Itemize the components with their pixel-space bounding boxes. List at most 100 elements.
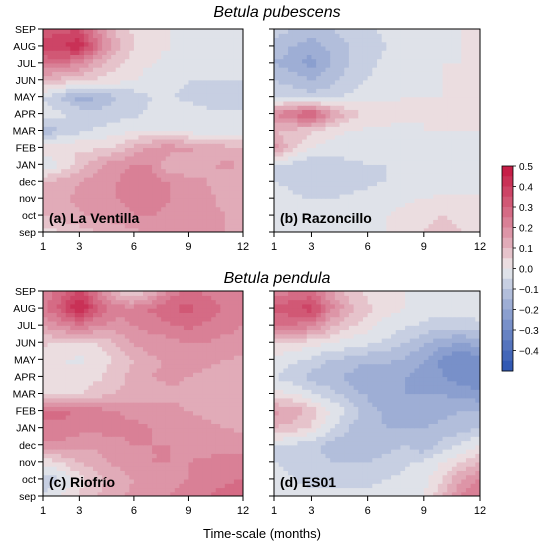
heatmap-cell xyxy=(414,210,420,216)
heatmap-cell xyxy=(74,440,80,446)
heatmap-cell xyxy=(238,41,243,47)
heatmap-cell xyxy=(442,50,448,55)
heatmap-cell xyxy=(179,483,185,489)
heatmap-cell xyxy=(161,126,167,132)
heatmap-cell xyxy=(465,185,472,191)
heatmap-cell xyxy=(102,29,108,34)
heatmap-cell xyxy=(334,117,341,123)
heatmap-cell xyxy=(211,130,217,136)
heatmap-cell xyxy=(220,96,226,102)
heatmap-cell xyxy=(197,227,203,232)
heatmap-cell xyxy=(102,444,108,450)
heatmap-cell xyxy=(465,117,472,123)
heatmap-cell xyxy=(220,223,226,229)
heatmap-cell xyxy=(93,431,99,437)
heatmap-cell xyxy=(88,143,94,149)
heatmap-cell xyxy=(461,219,467,225)
heatmap-cell xyxy=(348,117,355,123)
heatmap-cell xyxy=(348,155,355,161)
heatmap-cell xyxy=(93,67,99,72)
heatmap-cell xyxy=(278,193,284,199)
heatmap-cell xyxy=(97,219,103,225)
heatmap-cell xyxy=(220,198,226,203)
heatmap-cell xyxy=(306,62,313,68)
heatmap-cell xyxy=(302,29,308,34)
heatmap-cell xyxy=(206,113,212,119)
heatmap-cell xyxy=(43,160,49,165)
heatmap-cell xyxy=(74,487,80,493)
heatmap-cell xyxy=(447,227,453,232)
heatmap-cell xyxy=(70,83,76,89)
heatmap-cell xyxy=(206,440,212,446)
heatmap-cell xyxy=(358,37,364,43)
heatmap-cell xyxy=(391,54,397,60)
heatmap-cell xyxy=(47,198,53,203)
heatmap-cell xyxy=(170,134,176,140)
heatmap-cell xyxy=(311,134,317,140)
heatmap-cell xyxy=(211,75,217,81)
heatmap-cell xyxy=(414,29,420,34)
heatmap-cell xyxy=(106,54,112,60)
heatmap-cell xyxy=(74,88,80,94)
heatmap-cell xyxy=(334,113,341,119)
heatmap-cell xyxy=(165,210,171,216)
heatmap-cell xyxy=(47,117,53,123)
heatmap-cell xyxy=(93,33,99,39)
heatmap-cell xyxy=(339,88,345,94)
heatmap-cell xyxy=(70,164,76,170)
heatmap-cell xyxy=(395,185,402,191)
heatmap-cell xyxy=(211,143,217,149)
heatmap-cell xyxy=(372,189,378,195)
heatmap-cell xyxy=(83,62,90,68)
heatmap-cell xyxy=(56,29,62,34)
heatmap-cell xyxy=(152,453,158,459)
heatmap-cell xyxy=(61,88,67,94)
heatmap-cell xyxy=(220,440,226,446)
heatmap-cell xyxy=(372,83,378,89)
heatmap-cell xyxy=(120,210,126,216)
heatmap-cell xyxy=(320,215,327,220)
heatmap-cell xyxy=(65,147,71,153)
heatmap-cell xyxy=(465,58,472,64)
heatmap-cell xyxy=(283,151,289,157)
heatmap-cell xyxy=(61,54,67,60)
heatmap-cell xyxy=(156,138,162,144)
heatmap-cell xyxy=(93,185,99,191)
title-betula-pendula: Betula pendula xyxy=(224,270,331,287)
heatmap-cell xyxy=(147,79,153,85)
heatmap-cell xyxy=(274,62,280,68)
heatmap-cell xyxy=(292,177,299,182)
heatmap-cell xyxy=(124,164,130,170)
heatmap-cell xyxy=(348,206,355,212)
heatmap-cell xyxy=(115,478,121,484)
heatmap-cell xyxy=(143,487,149,493)
heatmap-cell xyxy=(152,457,158,463)
heatmap-cell xyxy=(133,474,140,480)
heatmap-cell xyxy=(124,88,130,94)
heatmap-cell xyxy=(395,172,402,178)
heatmap-cell xyxy=(381,122,387,127)
heatmap-cell xyxy=(386,83,392,89)
heatmap-cell xyxy=(97,126,103,132)
heatmap-cell xyxy=(124,62,130,68)
heatmap-cell xyxy=(93,177,99,182)
heatmap-cell xyxy=(79,75,85,81)
heatmap-cell xyxy=(475,83,480,89)
heatmap-cell xyxy=(170,160,176,165)
heatmap-cell xyxy=(400,79,406,85)
heatmap-cell xyxy=(400,88,406,94)
heatmap-cell xyxy=(174,105,180,110)
heatmap-cell xyxy=(292,193,299,199)
heatmap-cell xyxy=(115,181,121,187)
heatmap-cell xyxy=(70,29,76,34)
heatmap-cell xyxy=(437,92,444,98)
heatmap-cell xyxy=(470,147,476,153)
heatmap-cell xyxy=(288,67,294,72)
heatmap-cell xyxy=(152,41,158,47)
heatmap-cell xyxy=(211,100,217,106)
heatmap-cell xyxy=(211,172,217,178)
heatmap-cell xyxy=(220,449,226,454)
heatmap-cell xyxy=(183,50,190,55)
heatmap-cell xyxy=(138,436,144,442)
heatmap-cell xyxy=(170,41,176,47)
